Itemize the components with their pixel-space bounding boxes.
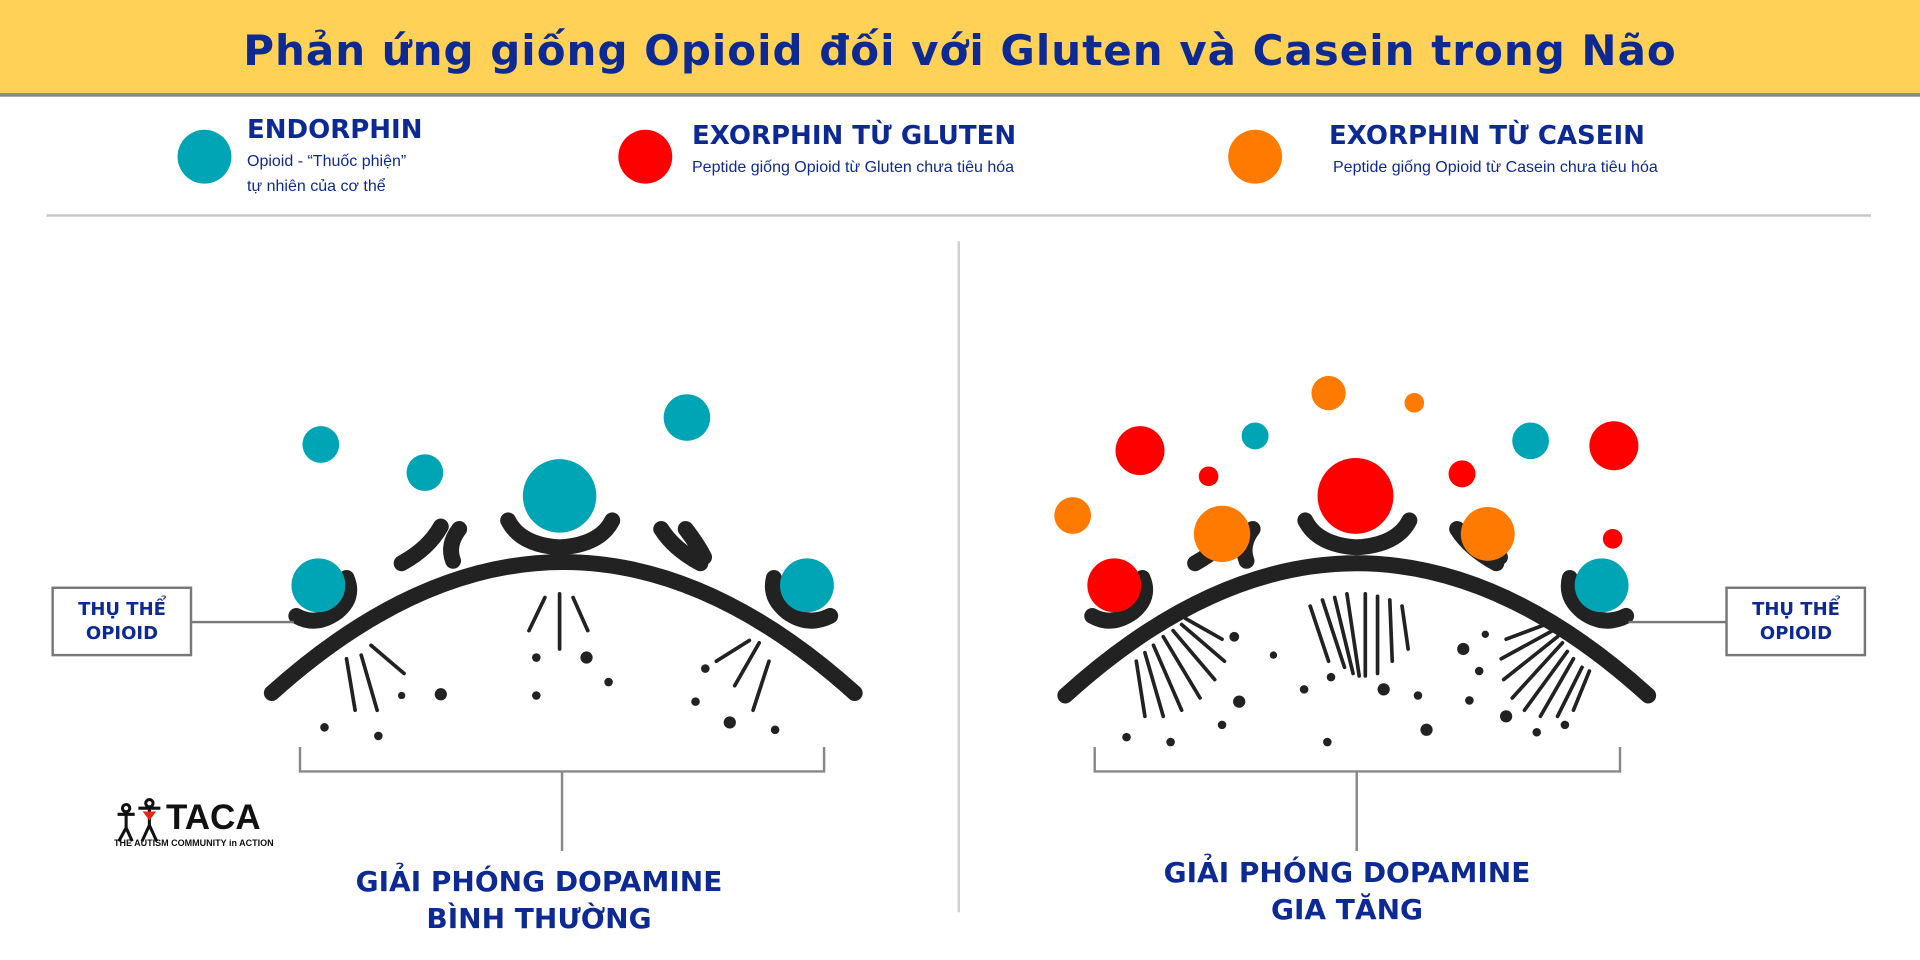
header-shadow <box>0 93 1920 97</box>
legend-endorphin-desc1: Opioid - “Thuốc phiện” <box>247 153 407 170</box>
casein-dot-icon <box>1228 129 1283 184</box>
legend-gluten-desc: Peptide giống Opioid từ Gluten chưa tiêu… <box>692 159 1015 176</box>
right-caption-line1: GIẢI PHÓNG DOPAMINE <box>1163 856 1531 889</box>
left-caption-line1: GIẢI PHÓNG DOPAMINE <box>355 865 723 898</box>
right-caption-line2: GIA TĂNG <box>1270 893 1423 926</box>
logo-tagline: THE AUTISM COMMUNITY in ACTION <box>114 838 274 848</box>
left-caption-line2: BÌNH THƯỜNG <box>426 902 652 935</box>
normal-panel-graphics <box>51 394 863 852</box>
legend-gluten-title: EXORPHIN TỪ GLUTEN <box>692 121 1017 151</box>
right-receptor-label-line2: OPIOID <box>1759 623 1833 644</box>
left-receptor-label-line2: OPIOID <box>85 623 159 644</box>
legend-endorphin-title: ENDORPHIN <box>247 115 423 145</box>
endorphin-dot-icon <box>177 129 232 184</box>
logo-name: TACA <box>166 798 261 837</box>
page-title: Phản ứng giống Opioid đối với Gluten và … <box>243 26 1677 75</box>
right-receptor-label-line1: THỤ THỂ <box>1752 599 1840 620</box>
legend-casein-title: EXORPHIN TỪ CASEIN <box>1329 121 1645 151</box>
people-icon <box>117 798 161 842</box>
gluten-dot-icon <box>618 129 673 184</box>
left-receptor-label-line1: THỤ THỂ <box>78 599 166 620</box>
legend-casein-desc: Peptide giống Opioid từ Casein chưa tiêu… <box>1333 159 1658 176</box>
increased-panel-graphics <box>1054 375 1867 852</box>
header-band <box>0 0 1920 96</box>
legend-endorphin-desc2: tự nhiên của cơ thể <box>247 178 386 195</box>
